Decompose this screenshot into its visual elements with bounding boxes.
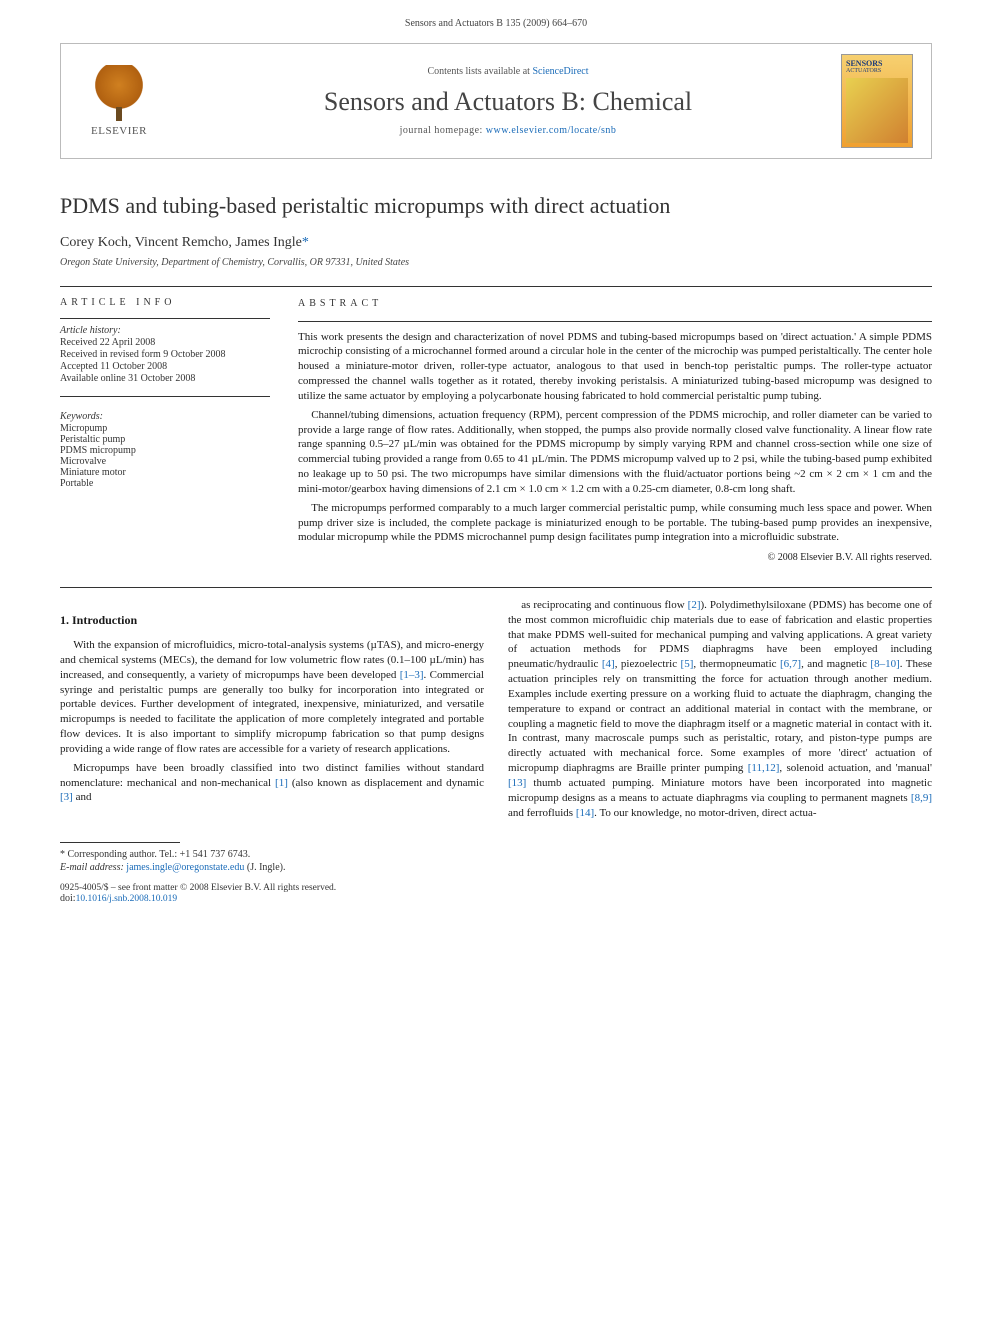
homepage-link[interactable]: www.elsevier.com/locate/snb <box>486 125 617 136</box>
running-header: Sensors and Actuators B 135 (2009) 664–6… <box>0 0 992 35</box>
article-title: PDMS and tubing-based peristaltic microp… <box>60 193 932 219</box>
cover-subtitle: ACTUATORS <box>846 68 908 74</box>
abstract-p1: This work presents the design and charac… <box>298 330 932 404</box>
cover-image-placeholder <box>846 78 908 143</box>
rule-mid <box>60 587 932 588</box>
homepage-line: journal homepage: www.elsevier.com/locat… <box>175 125 841 136</box>
homepage-prefix: journal homepage: <box>400 125 486 136</box>
availability-line: Contents lists available at ScienceDirec… <box>175 66 841 77</box>
email-link[interactable]: james.ingle@oregonstate.edu <box>126 862 244 873</box>
corresponding-marker: * <box>302 235 309 250</box>
rule-top <box>60 286 932 287</box>
abstract-rule <box>298 321 932 322</box>
issn-line: 0925-4005/$ – see front matter © 2008 El… <box>60 883 932 893</box>
info-rule-1 <box>60 318 270 319</box>
masthead-center: Contents lists available at ScienceDirec… <box>175 66 841 136</box>
article-main: PDMS and tubing-based peristaltic microp… <box>0 173 992 830</box>
affiliation: Oregon State University, Department of C… <box>60 257 932 268</box>
keyword: Peristaltic pump <box>60 434 270 445</box>
doi-line: doi:10.1016/j.snb.2008.10.019 <box>60 893 932 904</box>
keyword: Portable <box>60 478 270 489</box>
email-label: E-mail address: <box>60 862 126 873</box>
journal-name: Sensors and Actuators B: Chemical <box>175 87 841 117</box>
history-label: Article history: <box>60 325 270 336</box>
history-accepted: Accepted 11 October 2008 <box>60 361 270 372</box>
authors-line: Corey Koch, Vincent Remcho, James Ingle* <box>60 235 932 251</box>
email-line: E-mail address: james.ingle@oregonstate.… <box>60 862 932 873</box>
abstract-p2: Channel/tubing dimensions, actuation fre… <box>298 408 932 497</box>
journal-cover-thumb: SENSORS ACTUATORS <box>841 54 913 148</box>
elsevier-tree-icon <box>94 65 144 115</box>
article-info-col: article info Article history: Received 2… <box>60 297 270 565</box>
history-received: Received 22 April 2008 <box>60 337 270 348</box>
info-heading: article info <box>60 297 270 308</box>
info-rule-2 <box>60 396 270 397</box>
journal-masthead: ELSEVIER Contents lists available at Sci… <box>60 43 932 159</box>
footnote-rule <box>60 842 180 843</box>
page-footer: * Corresponding author. Tel.: +1 541 737… <box>0 842 992 924</box>
info-abstract-row: article info Article history: Received 2… <box>60 297 932 565</box>
publisher-logo: ELSEVIER <box>79 56 159 146</box>
abstract-col: abstract This work presents the design a… <box>298 297 932 565</box>
keywords-label: Keywords: <box>60 411 270 422</box>
publisher-name: ELSEVIER <box>91 125 147 137</box>
sciencedirect-link[interactable]: ScienceDirect <box>532 66 588 77</box>
body-p1: With the expansion of microfluidics, mic… <box>60 638 484 757</box>
doi-prefix: doi: <box>60 893 76 904</box>
body-p3: as reciprocating and continuous flow [2]… <box>508 598 932 821</box>
corresponding-author-line: * Corresponding author. Tel.: +1 541 737… <box>60 849 932 860</box>
history-revised: Received in revised form 9 October 2008 <box>60 349 270 360</box>
email-suffix: (J. Ingle). <box>244 862 285 873</box>
history-online: Available online 31 October 2008 <box>60 373 270 384</box>
keyword: Microvalve <box>60 456 270 467</box>
body-p2: Micropumps have been broadly classified … <box>60 761 484 806</box>
doi-link[interactable]: 10.1016/j.snb.2008.10.019 <box>76 894 178 904</box>
abstract-heading: abstract <box>298 297 932 311</box>
abstract-copyright: © 2008 Elsevier B.V. All rights reserved… <box>298 551 932 565</box>
section-heading-intro: 1. Introduction <box>60 612 484 628</box>
abstract-p3: The micropumps performed comparably to a… <box>298 501 932 546</box>
keyword: Miniature motor <box>60 467 270 478</box>
authors-names: Corey Koch, Vincent Remcho, James Ingle <box>60 235 302 250</box>
keyword: PDMS micropump <box>60 445 270 456</box>
cover-title: SENSORS <box>846 59 908 68</box>
body-columns: 1. Introduction With the expansion of mi… <box>60 598 932 821</box>
keyword: Micropump <box>60 423 270 434</box>
availability-prefix: Contents lists available at <box>427 66 532 77</box>
